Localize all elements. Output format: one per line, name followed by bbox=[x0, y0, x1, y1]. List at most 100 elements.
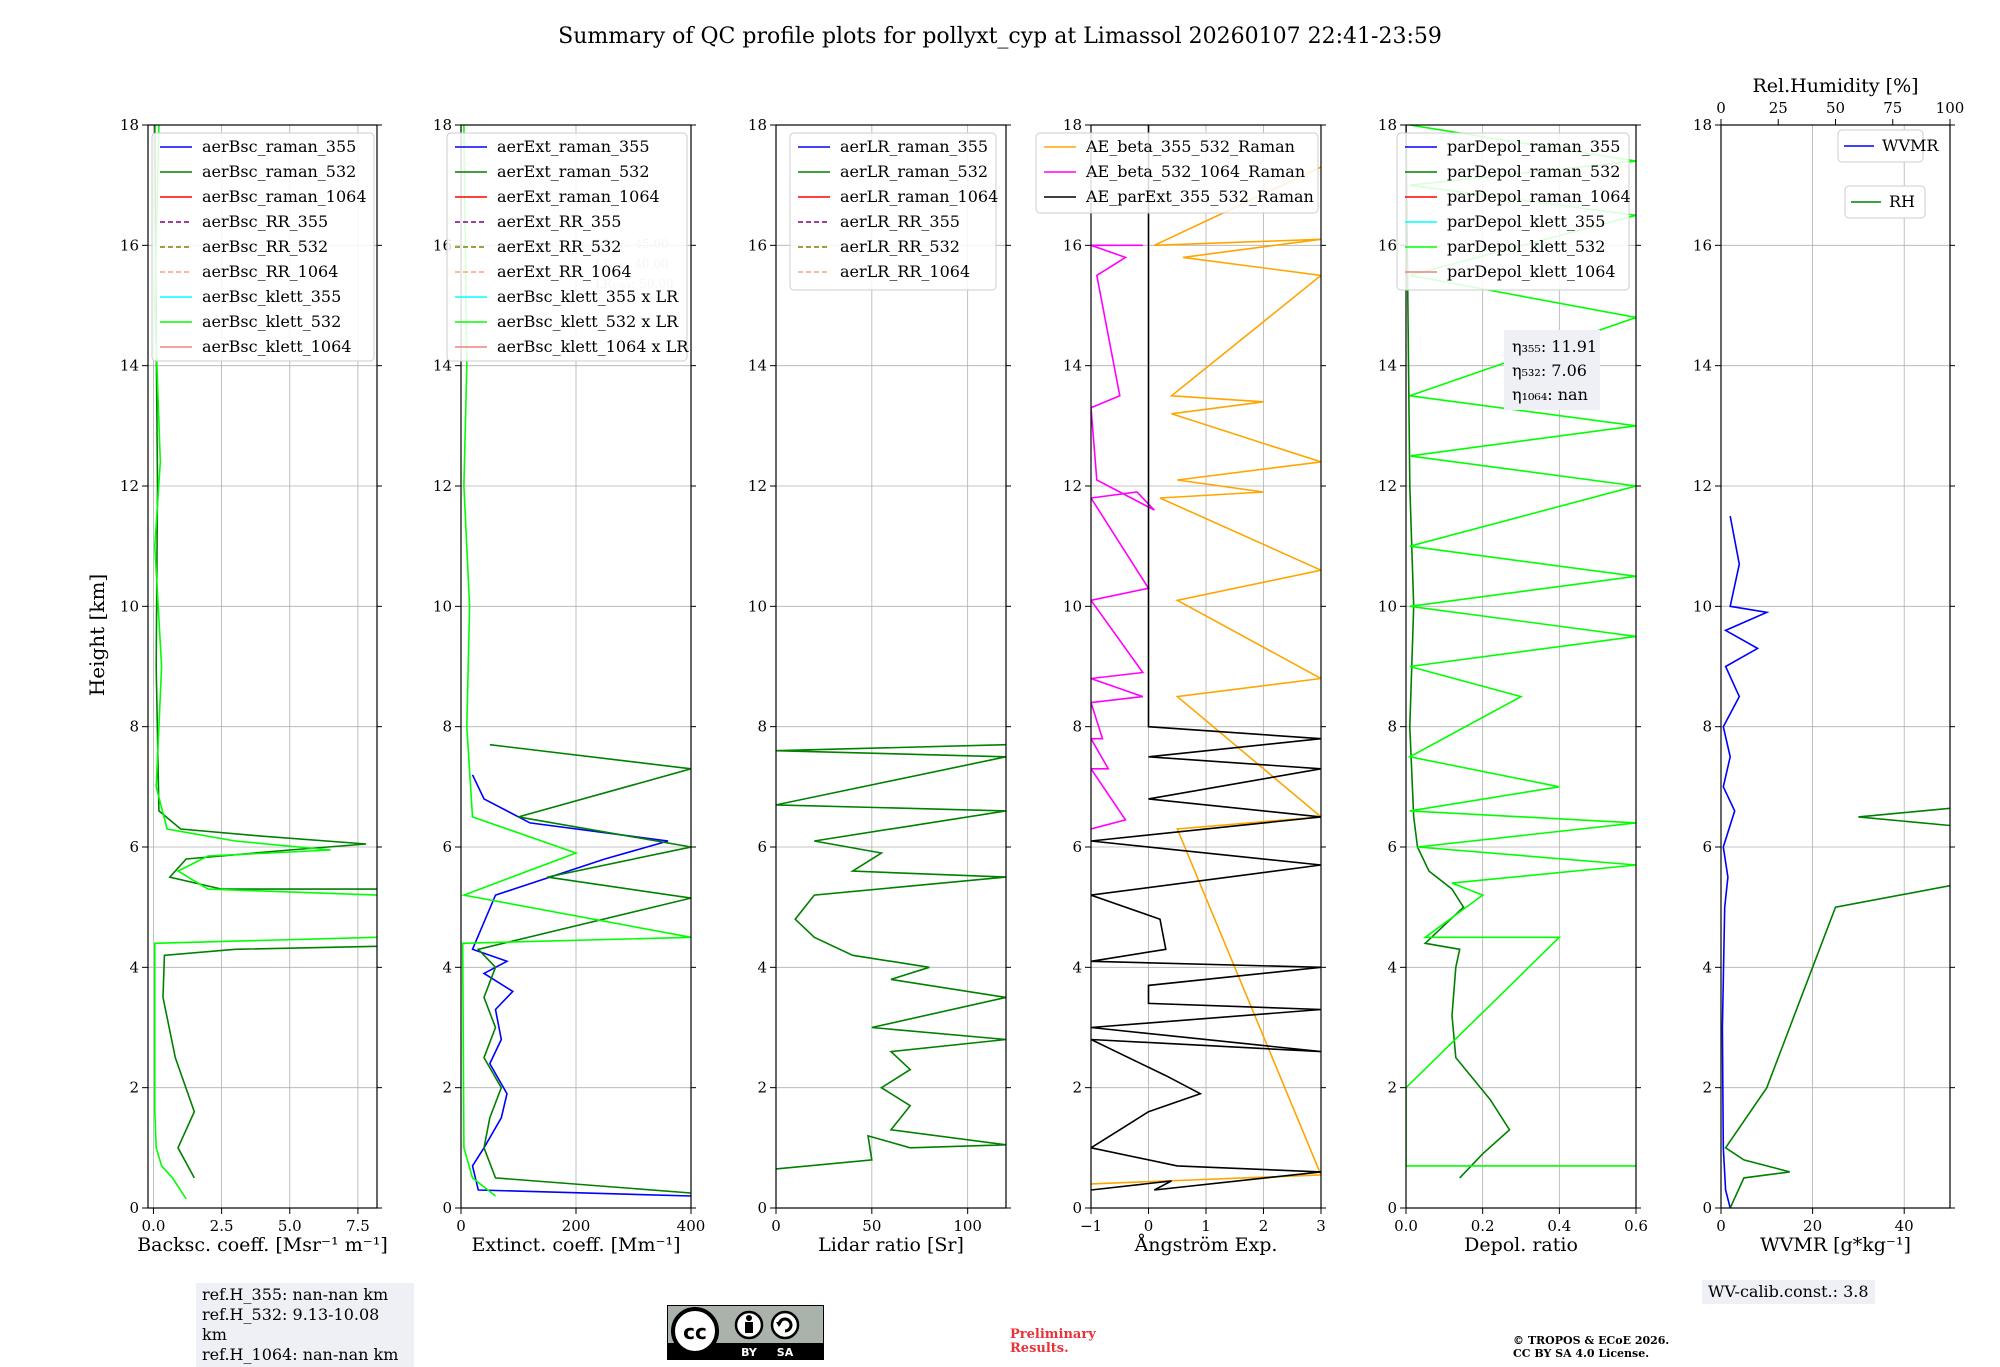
series-parDepol_raman_532 bbox=[1406, 125, 1511, 1179]
y-tick-label: 10 bbox=[120, 597, 139, 615]
x-tick-label: 0.2 bbox=[1471, 1217, 1495, 1235]
y-tick-label: 6 bbox=[442, 838, 452, 856]
annotation-text: η₃₅₅: 11.91 bbox=[1512, 337, 1597, 356]
x-tick-label: 0.4 bbox=[1547, 1217, 1571, 1235]
y-tick-label: 14 bbox=[1378, 357, 1397, 375]
legend-label: WVMR bbox=[1882, 136, 1939, 155]
legend-label: aerExt_RR_1064 bbox=[497, 262, 632, 281]
cc-badge-by: BY bbox=[741, 1346, 758, 1359]
series-aerBsc_raman_532 bbox=[162, 945, 377, 1179]
legend-frame bbox=[1396, 132, 1630, 291]
x-tick-label: 0 bbox=[1716, 1217, 1726, 1235]
legend-rh: RH bbox=[1844, 185, 1926, 219]
legend-label: aerExt_RR_532 bbox=[497, 237, 621, 256]
x-tick-label: 50 bbox=[862, 1217, 881, 1235]
y-tick-label: 12 bbox=[1693, 477, 1712, 495]
y-tick-label: 0 bbox=[1072, 1199, 1082, 1217]
series-parDepol_klett_532 bbox=[1406, 125, 1636, 1167]
ref-height-355: ref.H_355: nan-nan km bbox=[202, 1285, 389, 1304]
legend-label: aerExt_raman_1064 bbox=[497, 187, 660, 206]
legend: aerLR_raman_355 aerLR_raman_532 aerLR_rama… bbox=[789, 132, 998, 291]
legend-frame bbox=[1837, 129, 1924, 163]
y-tick-label: 16 bbox=[1693, 236, 1712, 254]
axes-frame bbox=[147, 124, 378, 1209]
legend-label: AE_beta_532_1064_Raman bbox=[1085, 162, 1305, 181]
y-tick-label: 6 bbox=[1702, 838, 1712, 856]
legend-label: parDepol_klett_1064 bbox=[1447, 262, 1616, 281]
y-tick-label: 18 bbox=[1693, 116, 1712, 134]
ref-height-532: ref.H_532: 9.13-10.08 km bbox=[202, 1305, 380, 1344]
legend-frame bbox=[789, 132, 997, 291]
x-tick-label: 0.0 bbox=[1394, 1217, 1418, 1235]
series-AE_beta_532_1064_Raman bbox=[1091, 244, 1155, 830]
y-tick-label: 2 bbox=[442, 1079, 452, 1097]
x-tick-label: 0 bbox=[456, 1217, 466, 1235]
series-aerBsc_klett_532_peak bbox=[153, 125, 377, 896]
x-tick-label: 3 bbox=[1316, 1217, 1326, 1235]
legend-label: parDepol_raman_1064 bbox=[1447, 187, 1631, 206]
y-tick-label: 14 bbox=[1063, 357, 1082, 375]
x-tick-label: 0 bbox=[771, 1217, 781, 1235]
y-tick-label: 12 bbox=[1063, 477, 1082, 495]
y-tick-label: 6 bbox=[1072, 838, 1082, 856]
y-tick-label: 0 bbox=[129, 1199, 139, 1217]
preliminary-line-2: Results. bbox=[1010, 1341, 1069, 1356]
legend-wvmr: WVMR bbox=[1837, 129, 1939, 163]
panel-1: 0.0 2.5 5.0 7.5 0 2 4 6 8 10 12 14 16 18 Backsc. coeff… bbox=[120, 116, 388, 1256]
y-tick-label: 12 bbox=[748, 477, 767, 495]
top-x-tick-label: 100 bbox=[1936, 99, 1965, 117]
y-tick-label: 12 bbox=[433, 477, 452, 495]
x-tick-label: 7.5 bbox=[346, 1217, 370, 1235]
x-axis-label: Lidar ratio [Sr] bbox=[818, 1234, 964, 1256]
legend-label: aerLR_raman_355 bbox=[840, 137, 988, 156]
legend-label: aerBsc_klett_1064 x LR bbox=[497, 337, 689, 356]
x-tick-label: 40 bbox=[1895, 1217, 1914, 1235]
y-tick-label: 16 bbox=[120, 236, 139, 254]
legend-label: aerLR_RR_355 bbox=[840, 212, 960, 231]
y-tick-label: 14 bbox=[1693, 357, 1712, 375]
x-axis-label: Depol. ratio bbox=[1464, 1234, 1578, 1256]
y-tick-label: 6 bbox=[757, 838, 767, 856]
x-tick-label: 2.5 bbox=[210, 1217, 234, 1235]
panel-3: 0 50 100 0 2 4 6 8 10 12 14 16 18 Lidar ratio [Sr] aer… bbox=[748, 116, 1011, 1256]
y-tick-label: 2 bbox=[1072, 1079, 1082, 1097]
y-tick-label: 2 bbox=[129, 1079, 139, 1097]
legend-label: parDepol_raman_532 bbox=[1447, 162, 1620, 181]
legend-label: aerLR_raman_532 bbox=[840, 162, 988, 181]
wv-calibration-box: WV-calib.const.: 3.8 bbox=[1702, 1280, 1875, 1304]
axes-frame bbox=[775, 124, 1007, 1209]
annotation-box bbox=[1504, 330, 1600, 410]
y-tick-label: 2 bbox=[1702, 1079, 1712, 1097]
y-tick-label: 8 bbox=[442, 718, 452, 736]
annotation-text: η₁₀₆₄: nan bbox=[1512, 385, 1588, 404]
copyright-line-2: CC BY SA 4.0 License. bbox=[1513, 1347, 1650, 1360]
x-axis-label: Backsc. coeff. [Msr⁻¹ m⁻¹] bbox=[137, 1234, 388, 1256]
y-tick-label: 0 bbox=[442, 1199, 452, 1217]
axes-frame bbox=[1405, 124, 1637, 1209]
legend: aerExt_raman_355 aerExt_raman_532 aerExt_r… bbox=[446, 132, 689, 362]
y-tick-label: 8 bbox=[1702, 718, 1712, 736]
legend-label: parDepol_klett_355 bbox=[1447, 212, 1605, 231]
y-tick-label: 16 bbox=[1063, 236, 1082, 254]
y-tick-label: 8 bbox=[1072, 718, 1082, 736]
preliminary-results-note: Preliminary Results. bbox=[1010, 1328, 1096, 1356]
y-tick-label: 6 bbox=[129, 838, 139, 856]
x-tick-label: 400 bbox=[677, 1217, 706, 1235]
y-tick-label: 10 bbox=[433, 597, 452, 615]
legend-label: aerLR_RR_532 bbox=[840, 237, 960, 256]
top-x-tick-label: 50 bbox=[1826, 99, 1845, 117]
figure-title: Summary of QC profile plots for pollyxt_… bbox=[558, 24, 1442, 49]
series-RH bbox=[1724, 807, 1950, 1208]
copyright-note: © TROPOS & ECoE 2026. CC BY SA 4.0 Licen… bbox=[1513, 1334, 1669, 1360]
y-tick-label: 4 bbox=[129, 958, 139, 976]
series-WVMR bbox=[1721, 515, 1770, 1208]
y-tick-label: 10 bbox=[1693, 597, 1712, 615]
series-aerExt_raman_355 bbox=[471, 774, 691, 1197]
legend-label: aerBsc_raman_1064 bbox=[202, 187, 367, 206]
top-x-tick-label: 25 bbox=[1769, 99, 1788, 117]
legend-label: aerBsc_RR_1064 bbox=[202, 262, 338, 281]
x-tick-label: 0.0 bbox=[142, 1217, 166, 1235]
